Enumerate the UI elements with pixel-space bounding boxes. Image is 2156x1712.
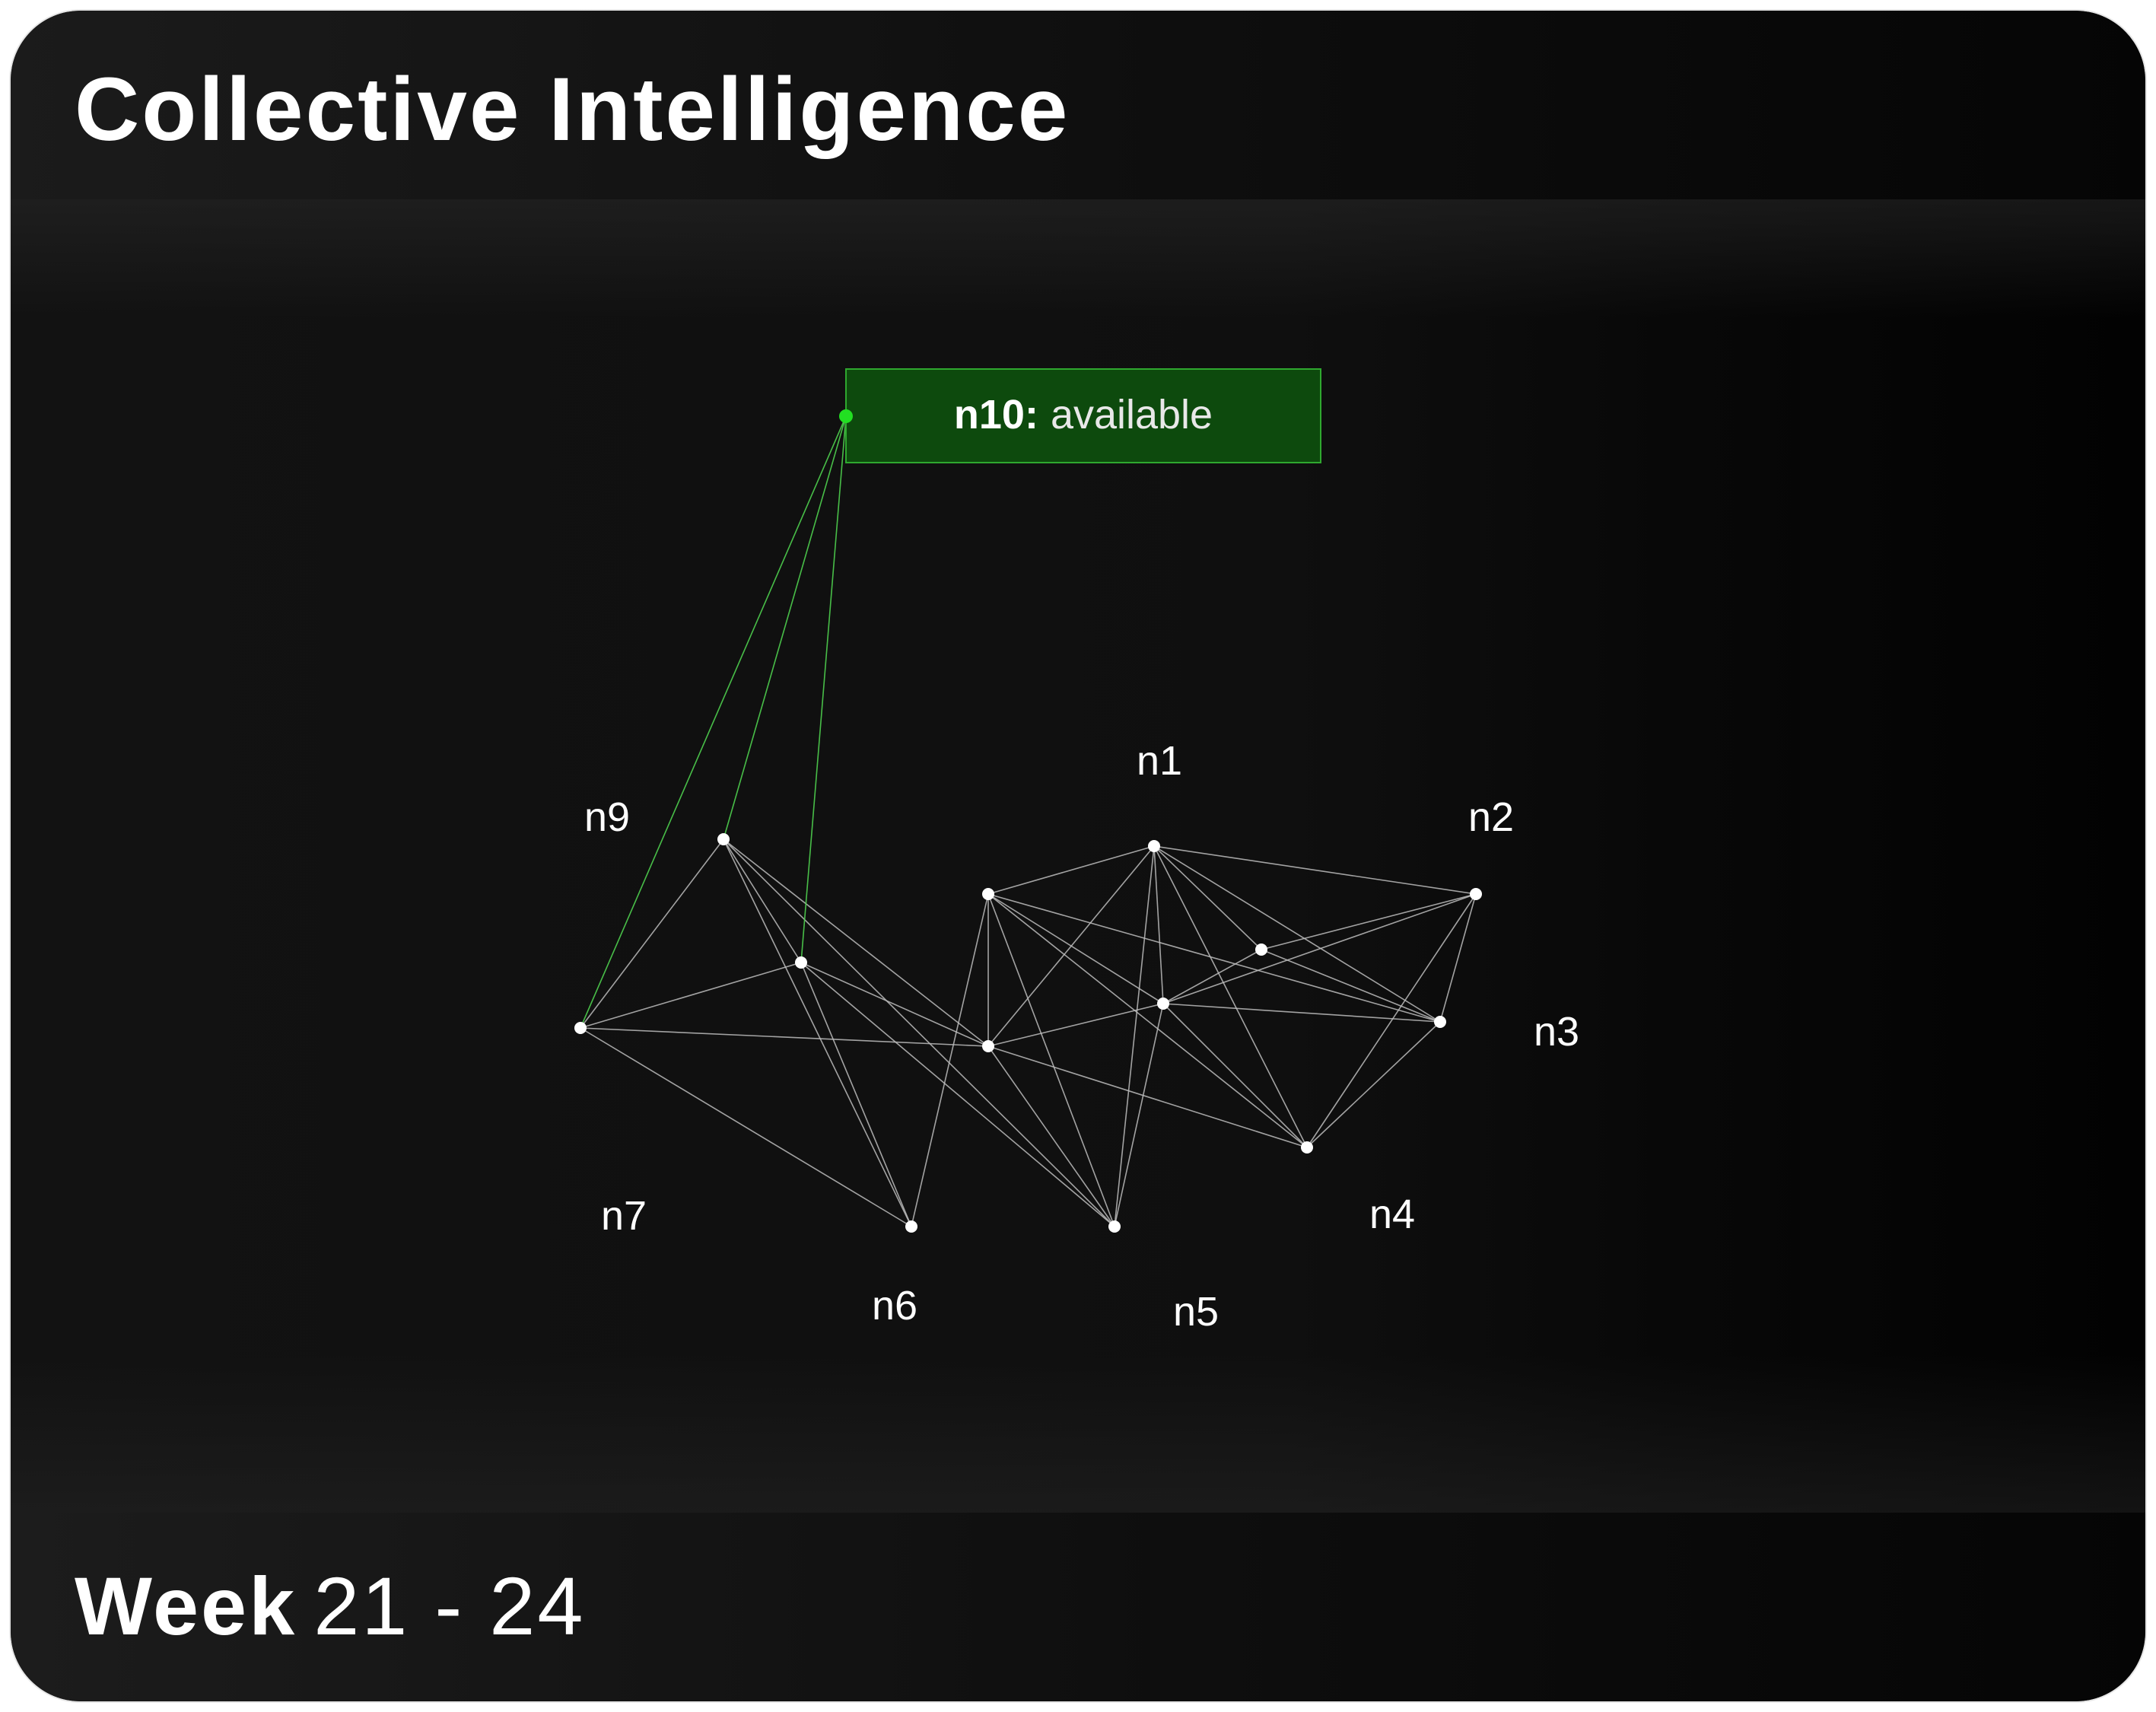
tooltip-status: available [1051, 392, 1213, 438]
tooltip-text: n10: available [954, 392, 1213, 438]
edge-a-e [1153, 845, 1164, 1004]
edge-k-l [580, 838, 724, 1029]
edge-n10-k [723, 415, 847, 840]
edge-i-j [800, 962, 1115, 1227]
node-active[interactable] [839, 409, 853, 423]
week-range-value: 21 - 24 [313, 1560, 586, 1652]
edge-a-i [1114, 845, 1155, 1227]
node[interactable] [1434, 1016, 1446, 1028]
edge-i-k [723, 838, 1115, 1227]
node-label-n6: n6 [872, 1283, 917, 1329]
edge-h-j [800, 962, 989, 1047]
node[interactable] [1301, 1141, 1313, 1154]
edge-a-d [1153, 845, 1262, 950]
edge-n10-l [580, 415, 847, 1029]
edge-b-g [1306, 893, 1477, 1148]
node[interactable] [982, 888, 994, 900]
edge-g-h [987, 1045, 1308, 1148]
node[interactable] [717, 833, 730, 845]
edge-l-m [580, 1027, 912, 1227]
edge-j-m [800, 962, 912, 1227]
edge-layer [580, 415, 1477, 1227]
edge-h-l [580, 1027, 989, 1047]
edge-e-f [1162, 1003, 1441, 1023]
edge-d-f [1261, 949, 1441, 1023]
header-bar: Collective Intelligence [11, 11, 2145, 199]
edge-h-k [723, 838, 989, 1047]
edge-c-i [987, 893, 1115, 1227]
node[interactable] [1148, 840, 1160, 852]
week-label: Week [75, 1560, 297, 1652]
node[interactable] [1108, 1220, 1121, 1233]
label-layer: n1 n2 n3 n4 n5 n6 n7 n9 [584, 738, 1579, 1335]
edge-k-m [723, 838, 912, 1227]
edge-c-g [987, 893, 1308, 1148]
edge-a-g [1153, 845, 1308, 1148]
edge-b-f [1439, 893, 1477, 1023]
node-label-n1: n1 [1137, 738, 1182, 784]
edge-a-b [1153, 845, 1477, 895]
footer-bar: Week 21 - 24 [11, 1513, 2145, 1701]
node-layer [574, 409, 1482, 1233]
node[interactable] [1470, 888, 1482, 900]
node[interactable] [982, 1040, 994, 1052]
edge-c-m [911, 893, 989, 1227]
edge-b-d [1261, 893, 1477, 950]
node-label-n4: n4 [1369, 1192, 1415, 1237]
node-label-n2: n2 [1468, 794, 1514, 840]
week-range: Week 21 - 24 [75, 1558, 585, 1653]
edge-j-k [723, 838, 802, 963]
edge-e-h [987, 1003, 1164, 1047]
edge-e-i [1114, 1003, 1164, 1227]
edge-h-i [987, 1045, 1115, 1227]
node[interactable] [1255, 944, 1267, 956]
edge-a-f [1153, 845, 1441, 1023]
edge-a-c [987, 845, 1155, 895]
edge-j-l [580, 962, 802, 1029]
node-label-n7: n7 [601, 1193, 647, 1239]
page-title: Collective Intelligence [75, 59, 1070, 160]
node[interactable] [574, 1022, 587, 1034]
edge-n10-j [800, 415, 847, 963]
node-label-n5: n5 [1173, 1289, 1219, 1335]
tooltip-node: n10: [954, 392, 1038, 438]
edge-b-e [1162, 893, 1477, 1004]
edge-c-f [987, 893, 1441, 1023]
node-label-n9: n9 [584, 794, 630, 840]
node-label-n3: n3 [1534, 1009, 1579, 1055]
edge-e-g [1162, 1003, 1308, 1148]
node[interactable] [795, 956, 807, 969]
tooltip-box [845, 368, 1321, 463]
node[interactable] [1157, 998, 1169, 1010]
edge-f-g [1306, 1021, 1441, 1148]
node[interactable] [905, 1220, 917, 1233]
edge-c-e [987, 893, 1164, 1004]
edge-d-e [1162, 949, 1262, 1004]
